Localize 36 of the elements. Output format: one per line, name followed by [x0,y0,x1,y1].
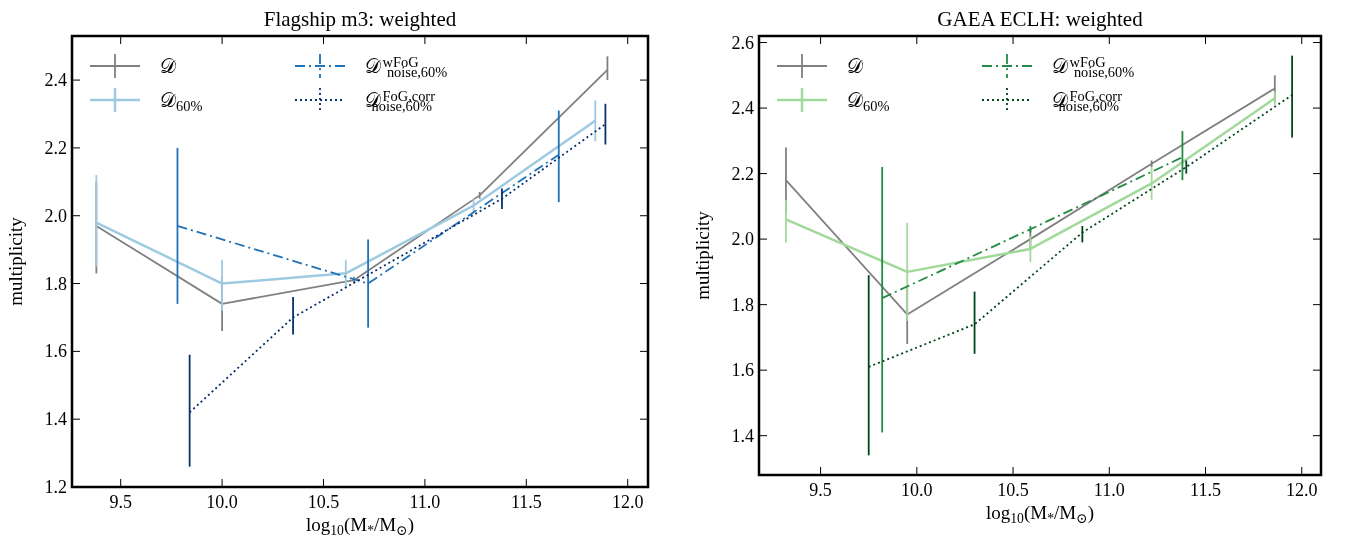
x-tick-label: 12.0 [611,492,644,512]
x-tick-label: 10.5 [307,492,340,512]
y-tick-label: 2.4 [731,98,754,119]
legend-label: 𝒟$_{60%}$ [847,89,890,114]
x-tick-label: 10.5 [997,480,1029,500]
y-tick-label: 1.6 [731,360,754,381]
x-tick-label: 12.0 [1286,480,1318,500]
chart-title: Flagship m3: weighted [263,7,457,31]
x-tick-label: 9.5 [109,492,132,512]
x-tick-label: 11.0 [409,492,441,512]
y-tick-label: 1.8 [44,273,67,294]
legend-label: 𝒟 [847,55,863,77]
x-tick-label: 11.5 [1190,480,1221,500]
x-tick-label: 9.5 [809,480,832,500]
y-tick-label: 2.2 [731,163,754,184]
chart-title: GAEA ECLH: weighted [937,7,1144,31]
x-tick-label: 11.0 [1093,480,1125,500]
y-axis-title: multiplicity [692,210,713,300]
y-tick-label: 1.8 [731,294,754,315]
x-tick-label: 10.0 [901,480,933,500]
x-axis-title: log$_{10}$(M$_{*}$/M$_{⊙}$) [305,514,415,538]
y-tick-label: 1.6 [44,341,67,362]
y-tick-label: 2.0 [44,205,67,226]
y-tick-label: 1.2 [44,477,67,497]
y-tick-label: 2.6 [731,32,754,53]
legend-label: 𝒟 [160,55,176,77]
y-tick-label: 2.0 [731,229,754,250]
y-tick-label: 1.4 [44,409,67,430]
x-tick-label: 11.5 [510,492,542,512]
legend-label: 𝒟$_{60%}$ [160,89,203,114]
y-axis-title: multiplicity [5,216,26,306]
x-tick-label: 10.0 [206,492,238,512]
x-axis-title: log$_{10}$(M$_{*}$/M$_{⊙}$) [985,502,1095,526]
y-tick-label: 2.2 [44,137,67,158]
y-tick-label: 2.4 [44,70,67,91]
y-tick-label: 1.4 [731,425,754,446]
